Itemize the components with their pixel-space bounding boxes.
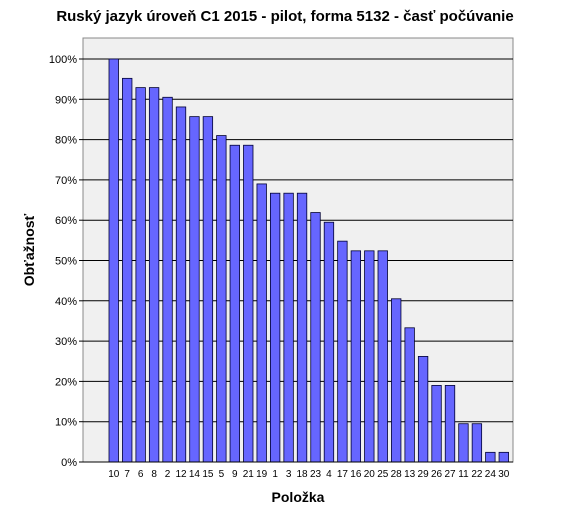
y-tick-label: 100%: [49, 54, 77, 66]
y-tick-label: 50%: [55, 256, 77, 268]
x-axis: 10 7 6 8 2 12 14 15 5 9 21 19 1 3 18 23 4 17 16 20 25 28 13 29 2…: [108, 469, 510, 480]
bar: [216, 135, 227, 463]
x-tick-label: 23: [310, 469, 322, 480]
y-tick-label: 30%: [55, 336, 77, 348]
x-tick-label: 7: [124, 469, 130, 480]
y-tick-label: 80%: [55, 135, 77, 147]
bar: [431, 385, 442, 463]
x-tick-label: 17: [337, 469, 349, 480]
bar: [135, 87, 146, 463]
x-tick-label: 25: [377, 469, 389, 480]
x-tick-label: 21: [243, 469, 255, 480]
x-tick-label: 11: [458, 469, 469, 480]
x-tick-label: 15: [202, 469, 214, 480]
x-tick-label: 19: [256, 469, 268, 480]
x-tick-label: 12: [175, 469, 187, 480]
bar: [458, 423, 469, 463]
x-tick-label: 5: [219, 469, 225, 480]
bar: [162, 96, 173, 463]
x-tick-label: 30: [498, 469, 510, 480]
x-axis-label: Položka: [272, 489, 325, 505]
x-tick-label: 3: [286, 469, 292, 480]
x-tick-label: 26: [431, 469, 443, 480]
x-tick-label: 10: [108, 469, 120, 480]
x-tick-label: 24: [485, 469, 497, 480]
y-tick-label: 0%: [61, 457, 77, 469]
y-tick-label: 40%: [55, 296, 77, 308]
bar: [323, 221, 335, 463]
bar: [498, 451, 509, 463]
x-tick-label: 28: [391, 469, 403, 480]
bar: [175, 106, 187, 463]
bar: [229, 144, 240, 463]
x-tick-label: 6: [138, 469, 144, 480]
x-tick-label: 9: [232, 469, 238, 480]
bar: [350, 250, 362, 463]
y-tick-label: 90%: [55, 94, 77, 106]
x-tick-label: 18: [296, 469, 308, 480]
bar: [122, 77, 133, 463]
bar: [148, 87, 160, 463]
bar: [391, 298, 402, 463]
x-tick-label: 13: [404, 469, 416, 480]
bar: [444, 385, 456, 463]
bar: [337, 240, 348, 463]
y-tick-label: 20%: [55, 376, 77, 388]
x-tick-label: 16: [350, 469, 362, 480]
y-tick-label: 70%: [55, 175, 77, 187]
bar: [243, 144, 254, 463]
bar: [377, 250, 388, 463]
bar: [269, 192, 281, 463]
bar: [189, 116, 200, 463]
y-axis-label: Obťažnosť: [21, 213, 37, 286]
bar: [364, 250, 375, 463]
x-tick-label: 2: [165, 469, 171, 480]
bar: [202, 116, 214, 463]
x-tick-label: 20: [364, 469, 376, 480]
x-tick-label: 29: [418, 469, 430, 480]
bar: [256, 183, 267, 463]
bar: [417, 356, 429, 463]
bar: [283, 192, 294, 463]
bar: [310, 212, 321, 463]
y-tick-label: 60%: [55, 215, 77, 227]
bar: [471, 423, 483, 463]
bar: [296, 192, 308, 463]
x-tick-label: 1: [272, 469, 278, 480]
x-tick-label: 22: [471, 469, 483, 480]
x-tick-label: 8: [151, 469, 157, 480]
bars: [108, 58, 509, 463]
bar: [485, 451, 496, 463]
y-axis: 0% 10% 20% 30% 40% 50% 60% 70% 80% 90% 100%: [49, 54, 83, 469]
x-tick-label: 14: [189, 469, 201, 480]
y-tick-label: 10%: [55, 417, 77, 429]
x-tick-label: 4: [326, 469, 332, 480]
bar: [404, 327, 415, 463]
bar: [108, 58, 119, 463]
x-tick-label: 27: [444, 469, 456, 480]
chart-title: Ruský jazyk úroveň C1 2015 - pilot, form…: [56, 8, 513, 25]
